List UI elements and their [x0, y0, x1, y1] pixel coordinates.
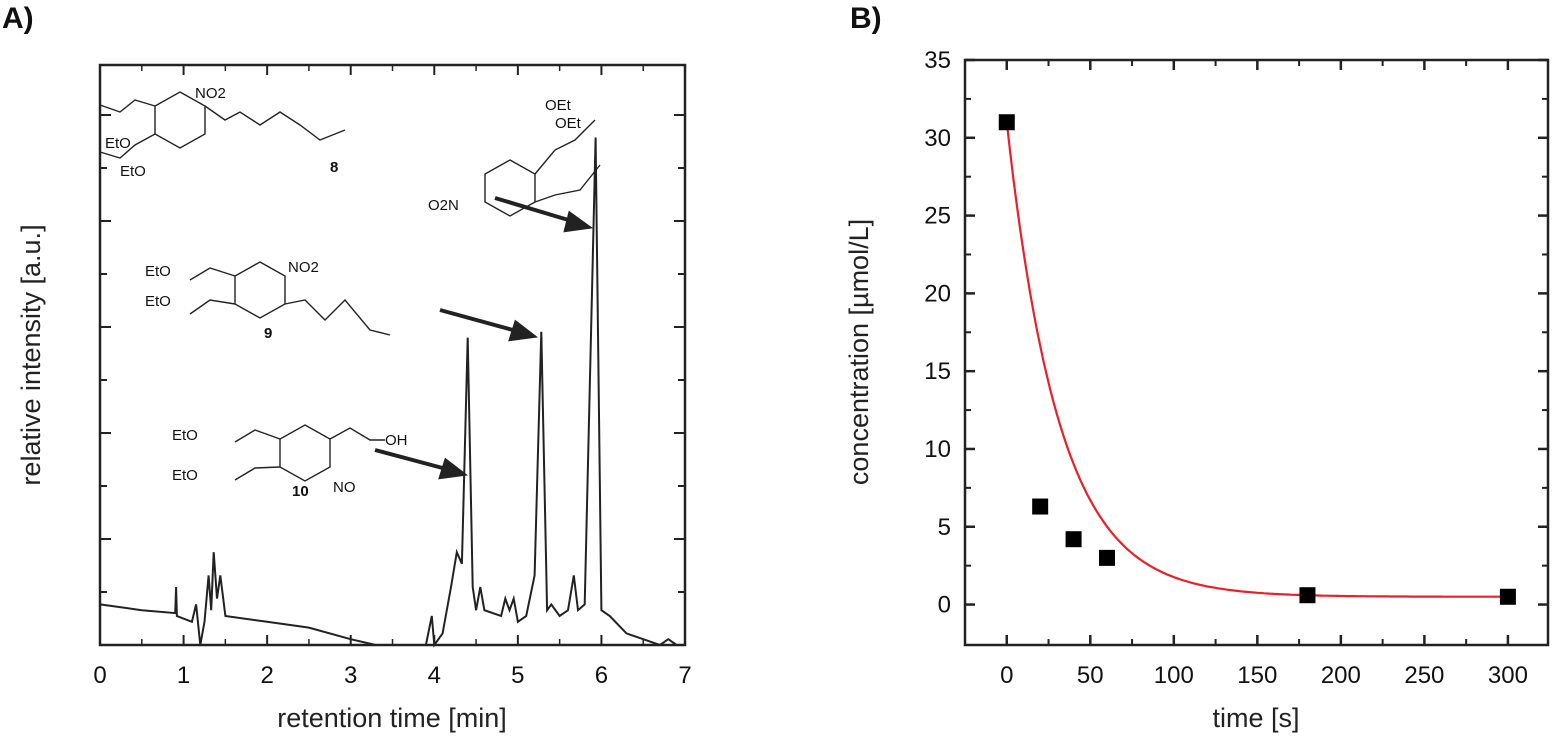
y-tick-label-b: 0 — [938, 592, 951, 619]
y-tick-label-b: 30 — [924, 125, 951, 152]
data-point — [1065, 531, 1082, 548]
x-axis-label-a: retention time [min] — [277, 703, 507, 733]
y-tick-label-b: 35 — [924, 47, 951, 74]
group-label: EtO — [172, 427, 198, 444]
x-tick-label-a: 7 — [678, 662, 691, 689]
arrow-head-8 — [563, 210, 594, 233]
x-tick-label-b: 200 — [1321, 662, 1361, 689]
group-label: NO2 — [288, 259, 319, 276]
structure-9 — [189, 261, 391, 336]
panel-label-b: B) — [850, 2, 882, 35]
x-tick-label-b: 50 — [1077, 662, 1104, 689]
compound-number: 8 — [330, 159, 338, 176]
x-tick-label-a: 2 — [260, 662, 273, 689]
group-label: OEt — [555, 115, 582, 132]
x-tick-label-a: 4 — [428, 662, 441, 689]
arrow-head-9 — [508, 319, 539, 342]
arrow-head-10 — [438, 457, 469, 480]
group-label: EtO — [105, 135, 131, 152]
concentration-panel: 0 50 100 150 200 250 300 0 5 10 15 20 25 30 35 time [s… — [844, 47, 1550, 733]
compound-number: 10 — [292, 483, 309, 500]
x-tick-label-b: 100 — [1154, 662, 1194, 689]
plot-frame-b — [963, 58, 1550, 647]
y-axis-label-a: relative intensity [a.u.] — [16, 224, 46, 485]
y-tick-label-b: 10 — [924, 436, 951, 463]
structure-8 — [99, 91, 601, 217]
x-tick-label-a: 0 — [93, 662, 106, 689]
data-point — [1032, 498, 1049, 515]
x-tick-label-b: 0 — [1000, 662, 1013, 689]
x-tick-label-a: 3 — [344, 662, 357, 689]
group-label: NO — [333, 479, 356, 496]
x-tick-label-b: 300 — [1488, 662, 1528, 689]
x-tick-label-a: 1 — [177, 662, 190, 689]
group-label: OH — [385, 432, 408, 449]
chromatogram-panel: 0 1 2 3 4 5 6 7 retention time [min] relative i… — [16, 63, 692, 733]
x-tick-label-a: 6 — [595, 662, 608, 689]
group-label: EtO — [145, 293, 171, 310]
arrows — [374, 196, 594, 480]
y-tick-label-b: 20 — [924, 280, 951, 307]
group-label: OEt — [545, 97, 572, 114]
x-tick-label-a: 5 — [511, 662, 524, 689]
data-point — [1499, 588, 1516, 605]
x-tick-label-b: 150 — [1237, 662, 1277, 689]
group-label: EtO — [172, 467, 198, 484]
data-point — [1299, 587, 1316, 604]
data-point — [1098, 549, 1115, 566]
group-label: O2N — [428, 197, 459, 214]
group-label: EtO — [145, 263, 171, 280]
compound-number: 9 — [264, 325, 272, 342]
x-tick-label-b: 250 — [1404, 662, 1444, 689]
y-tick-label-b: 25 — [924, 203, 951, 230]
y-axis-label-b: concentration [µmol/L] — [844, 219, 874, 485]
x-axis-label-b: time [s] — [1212, 703, 1299, 733]
panel-label-a: A) — [2, 2, 34, 35]
y-tick-label-b: 15 — [924, 358, 951, 385]
plot-frame-a — [98, 63, 687, 647]
group-label: NO2 — [195, 85, 226, 102]
structure-10 — [234, 424, 385, 482]
chromatogram-trace — [99, 137, 678, 648]
group-label: EtO — [120, 163, 146, 180]
y-tick-label-b: 5 — [938, 514, 951, 541]
data-point — [998, 114, 1015, 131]
fit-curve — [1005, 122, 1508, 598]
